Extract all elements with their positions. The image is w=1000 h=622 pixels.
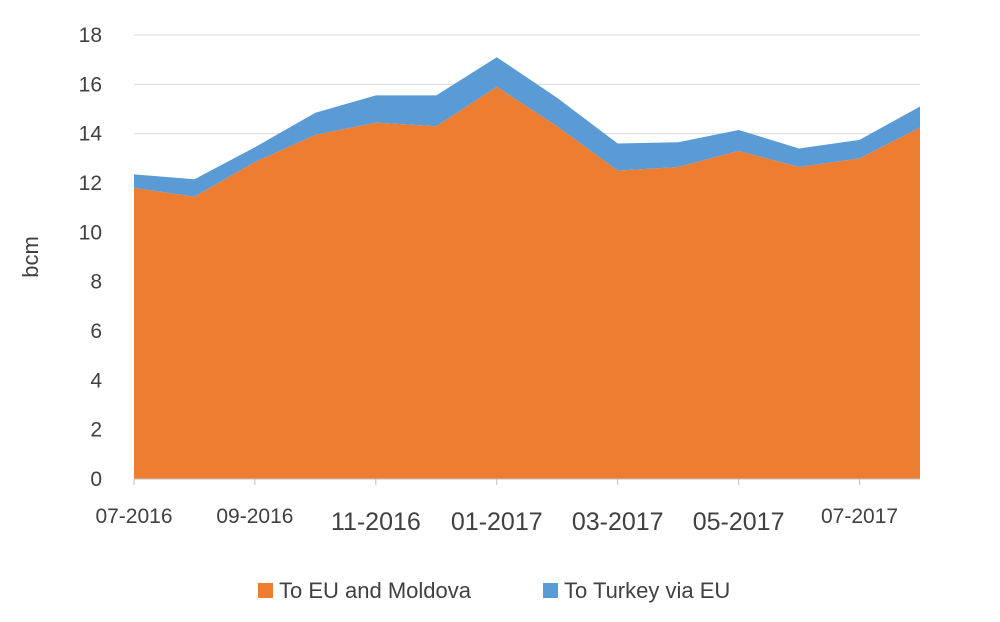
x-tick-label: 03-2017	[572, 508, 664, 536]
y-tick-label: 10	[79, 221, 102, 244]
y-tick-label: 16	[79, 73, 102, 96]
legend-to-eu-and-moldova-swatch	[258, 583, 273, 598]
x-tick-label: 07-2016	[95, 505, 172, 528]
y-tick-label: 14	[79, 123, 103, 146]
x-tick-label: 05-2017	[693, 508, 785, 536]
y-tick-label: 18	[79, 24, 102, 47]
y-tick-label: 4	[90, 369, 102, 392]
axes	[133, 478, 920, 485]
legend-to-eu-and-moldova-label: To EU and Moldova	[279, 578, 472, 603]
plot-areas	[134, 57, 920, 480]
y-tick-label: 8	[90, 271, 102, 294]
y-tick-label: 12	[79, 172, 102, 195]
y-axis-label: bcm	[18, 236, 43, 278]
area-to-turkey-via-eu	[134, 57, 920, 197]
y-tick-labels: 0 2 4 6 8 10 12 14 16 18	[79, 24, 103, 491]
y-tick-label: 2	[90, 419, 102, 442]
legend-to-turkey-via-eu-swatch	[543, 583, 558, 598]
x-tick-label: 09-2016	[216, 505, 293, 528]
legend: To EU and Moldova To Turkey via EU	[258, 578, 730, 603]
area-to-eu-and-moldova	[134, 86, 920, 480]
y-tick-label: 0	[90, 468, 102, 491]
x-tick-label: 11-2016	[331, 508, 421, 536]
legend-to-turkey-via-eu-label: To Turkey via EU	[564, 578, 730, 603]
x-tick-labels: 07-2016 09-2016 11-2016 01-2017 03-2017 05-20…	[95, 505, 898, 536]
y-tick-label: 6	[90, 320, 102, 343]
x-tick-label: 07-2017	[821, 505, 898, 528]
x-tick-label: 01-2017	[451, 508, 543, 536]
